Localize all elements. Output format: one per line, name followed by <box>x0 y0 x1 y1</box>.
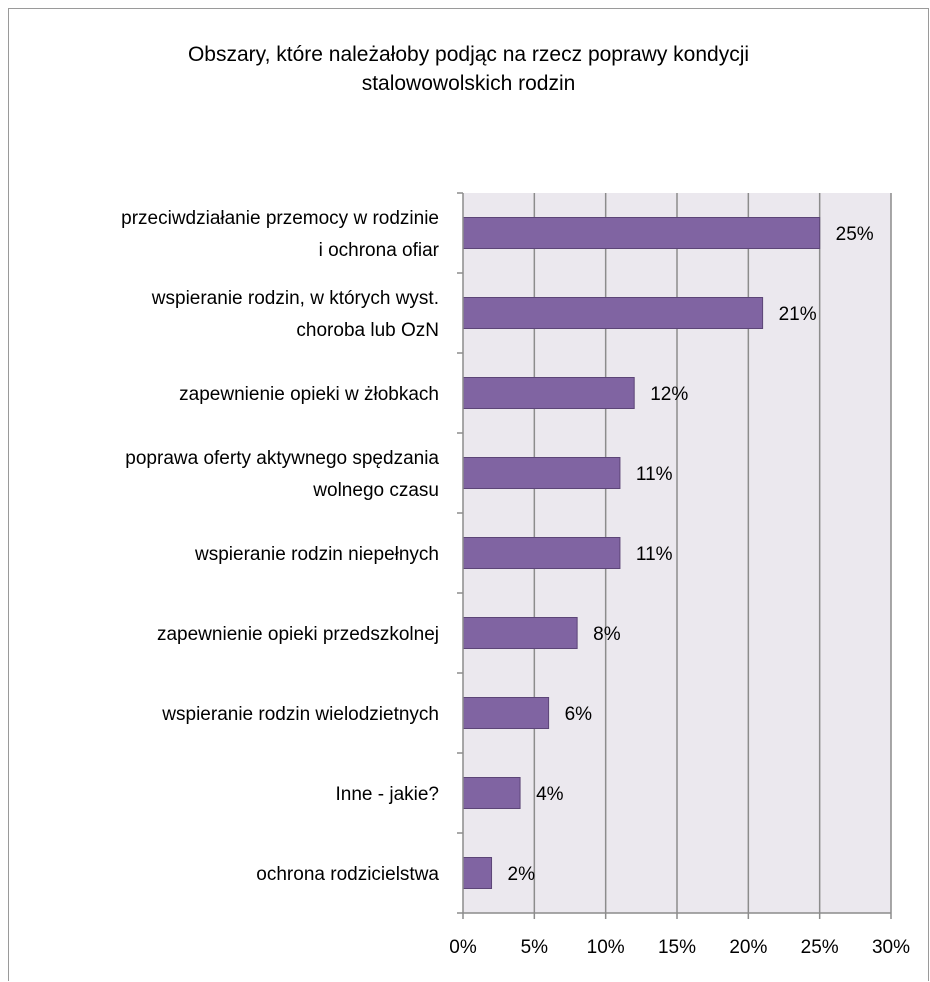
data-label: 4% <box>536 784 564 805</box>
category-label: poprawa oferty aktywnego spędzania <box>125 448 439 469</box>
data-label: 21% <box>779 304 817 325</box>
bar <box>462 857 493 889</box>
chart-title: Obszary, które należałoby podjąc na rzec… <box>8 40 929 98</box>
bar <box>462 297 764 329</box>
category-label: przeciwdziałanie przemocy w rodzinie <box>121 208 439 229</box>
category-label: Inne - jakie? <box>335 784 439 805</box>
bar <box>462 537 621 569</box>
x-tick-label: 30% <box>872 937 910 958</box>
category-label: ochrona rodzicielstwa <box>256 864 439 885</box>
data-label: 12% <box>650 384 688 405</box>
bars <box>462 217 821 889</box>
bar <box>462 377 635 409</box>
category-label: zapewnienie opieki w żłobkach <box>179 384 439 405</box>
data-label: 2% <box>508 864 536 885</box>
category-label: zapewnienie opieki przedszkolnej <box>157 624 439 645</box>
category-label: wspieranie rodzin wielodzietnych <box>161 704 439 725</box>
value-labels: 25% 21% 12% 11% 11% 8% 6% 4% 2% <box>508 224 874 885</box>
chart-title-line-2: stalowowolskich rodzin <box>361 72 576 95</box>
data-label: 25% <box>836 224 874 245</box>
bar <box>462 777 521 809</box>
x-tick-label: 10% <box>587 937 625 958</box>
bar <box>462 457 621 489</box>
x-tick-label: 20% <box>729 937 767 958</box>
x-tick-label: 5% <box>521 937 549 958</box>
category-label: wolnego czasu <box>312 480 439 501</box>
category-label: choroba lub OzN <box>296 320 439 341</box>
data-label: 11% <box>636 544 673 565</box>
bar <box>462 697 550 729</box>
bar <box>462 217 821 249</box>
x-tick-label: 25% <box>801 937 839 958</box>
category-label: wspieranie rodzin niepełnych <box>194 544 439 565</box>
data-label: 8% <box>593 624 621 645</box>
category-labels: przeciwdziałanie przemocy w rodzinie i oc… <box>121 208 440 885</box>
chart-frame <box>8 8 929 981</box>
axes <box>457 192 892 919</box>
bar <box>462 617 578 649</box>
category-label: i ochrona ofiar <box>319 240 440 261</box>
x-tick-label: 15% <box>658 937 696 958</box>
category-label: wspieranie rodzin, w których wyst. <box>151 288 439 309</box>
chart-title-line-1: Obszary, które należałoby podjąc na rzec… <box>187 43 750 66</box>
data-label: 6% <box>565 704 593 725</box>
data-label: 11% <box>636 464 673 485</box>
x-tick-label: 0% <box>449 937 477 958</box>
x-tick-labels: 0% 5% 10% 15% 20% 25% 30% <box>449 937 910 958</box>
